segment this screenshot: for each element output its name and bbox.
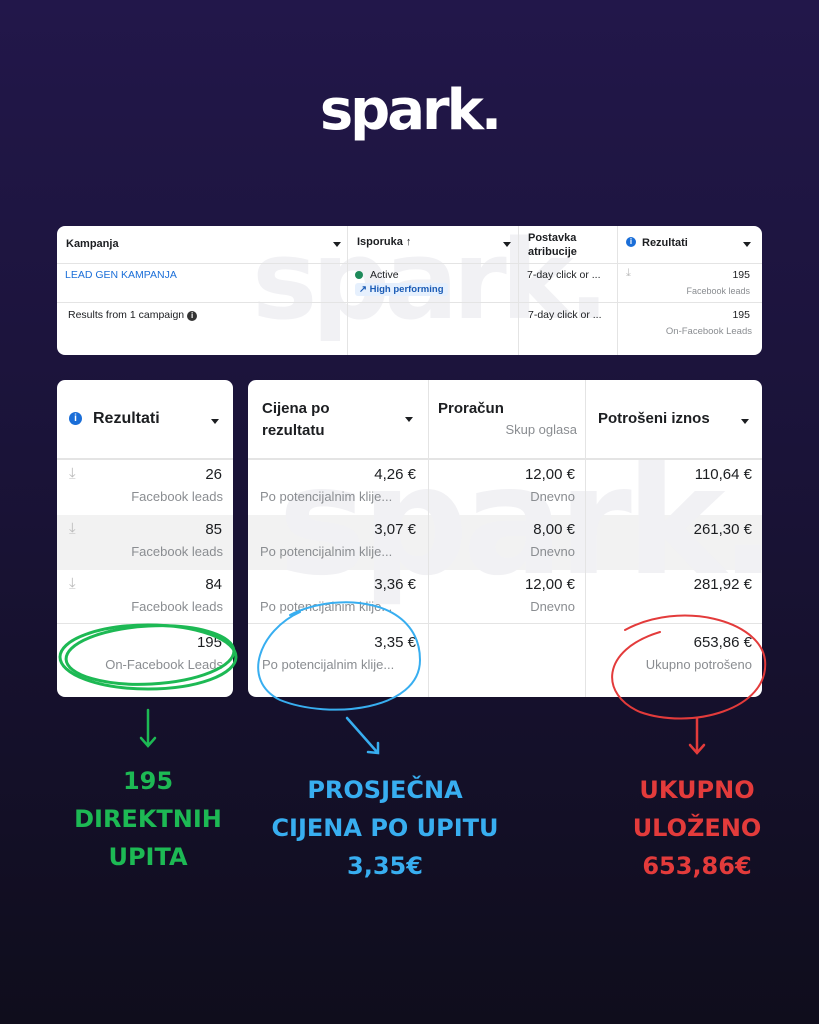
col-header-attribution[interactable]: Postavka atribucije [528,232,577,258]
summary-results: 195 [732,309,750,321]
campaign-table: spark. Kampanja Isporuka ↑ Postavka atri… [57,226,762,355]
cost-value: 3,36 € [374,576,416,593]
high-performing-badge: ↗ High performing [355,283,448,296]
results-value: 195 [732,269,750,281]
dropdown-icon[interactable] [741,419,749,424]
total-results-sub: On-Facebook Leads [105,657,223,672]
total-results: 195 [196,634,222,651]
col-header-results[interactable]: Rezultati [642,237,688,249]
result-sub: Facebook leads [131,544,223,559]
red-arrow-icon [688,716,706,755]
budget-sub: Dnevno [530,544,575,559]
green-annotation: 195 DIREKTNIH UPITA [48,762,248,876]
budget-value: 12,00 € [524,576,575,593]
col-header-budget[interactable]: Proračun [438,400,504,417]
dropdown-icon[interactable] [503,242,511,247]
blue-arrow-icon [345,716,380,755]
cost-value: 3,07 € [374,521,416,538]
total-cost: 3,35 € [374,634,416,651]
ann-line: 195 [122,767,174,795]
summary-text: Results from 1 campaign [68,309,185,321]
total-spent: 653,86 € [693,634,752,651]
spent-value: 261,30 € [693,521,752,538]
download-icon: ⤓ [69,575,76,592]
col-header-cost[interactable]: Cijena po rezultatu [262,400,330,439]
summary-attribution: 7-day click or ... [528,309,602,321]
ann-line: DIREKTNIH [74,805,222,833]
budget-sub: Skup oglasa [505,422,577,437]
blue-annotation: PROSJEČNA CIJENA PO UPITU 3,35€ [265,771,505,885]
ann-line: CIJENA PO UPITU [271,814,499,842]
result-sub: Facebook leads [131,599,223,614]
info-icon: i [69,412,82,425]
info-icon: i [626,237,636,247]
budget-value: 8,00 € [533,521,575,538]
budget-sub: Dnevno [530,489,575,504]
total-cost-sub: Po potencijalnim klije... [262,657,395,672]
total-spent-sub: Ukupno potrošeno [645,657,752,672]
dropdown-icon[interactable] [333,242,341,247]
green-arrow-icon [139,708,157,748]
ann-line: ULOŽENO [632,814,762,842]
cost-sub: Po potencijalnim klije... [260,599,393,614]
budget-sub: Dnevno [530,599,575,614]
results-column: i Rezultati ⤓ 26 Facebook leads ⤓ 85 Fac… [57,380,233,697]
dropdown-icon[interactable] [211,419,219,424]
cost-sub: Po potencijalnim klije... [260,544,393,559]
dropdown-icon[interactable] [743,242,751,247]
results-sub: Facebook leads [686,286,750,296]
result-value: 84 [205,576,222,593]
result-value: 26 [205,466,222,483]
attribution-value: 7-day click or ... [527,269,601,281]
result-value: 85 [205,521,222,538]
spent-value: 281,92 € [693,576,752,593]
col-header-spent[interactable]: Potrošeni iznos [598,410,710,427]
ann-line: UPITA [108,843,188,871]
dropdown-icon[interactable] [405,417,413,422]
spark-logo: spark. [319,78,502,143]
cost-value: 4,26 € [374,466,416,483]
ann-line: 3,35€ [347,852,423,880]
red-annotation: UKUPNO ULOŽENO 653,86€ [597,771,797,885]
summary-label: Results from 1 campaign i [68,309,198,321]
download-icon: ⤓ [69,520,76,537]
cost-sub: Po potencijalnim klije... [260,489,393,504]
ann-line: 653,86€ [642,852,752,880]
budget-value: 12,00 € [524,466,575,483]
badge-label: High performing [369,284,444,295]
spent-value: 110,64 € [694,466,752,483]
status-dot-icon [355,271,363,279]
trend-icon: ↗ [359,284,370,295]
download-icon: ⤓ [69,465,76,482]
status-text: Active [370,269,399,281]
download-icon: ⤓ [626,267,631,279]
cost-table: spark. Cijena po rezultatu Proračun Skup… [248,380,762,697]
col-header-delivery[interactable]: Isporuka ↑ [357,236,412,248]
ann-line: PROSJEČNA [307,776,463,804]
summary-results-sub: On-Facebook Leads [665,326,752,337]
campaign-link[interactable]: LEAD GEN KAMPANJA [65,269,177,281]
ann-line: UKUPNO [639,776,755,804]
info-icon[interactable]: i [187,311,198,321]
col-header-results[interactable]: Rezultati [93,410,160,427]
result-sub: Facebook leads [131,489,223,504]
col-header-campaign[interactable]: Kampanja [66,238,119,250]
